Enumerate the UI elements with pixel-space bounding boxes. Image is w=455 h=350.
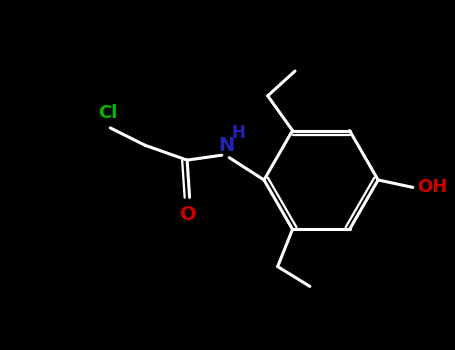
Text: OH: OH (417, 178, 447, 196)
Text: H: H (231, 124, 245, 142)
Text: O: O (180, 205, 197, 224)
Text: Cl: Cl (98, 104, 117, 122)
Text: N: N (219, 136, 235, 155)
